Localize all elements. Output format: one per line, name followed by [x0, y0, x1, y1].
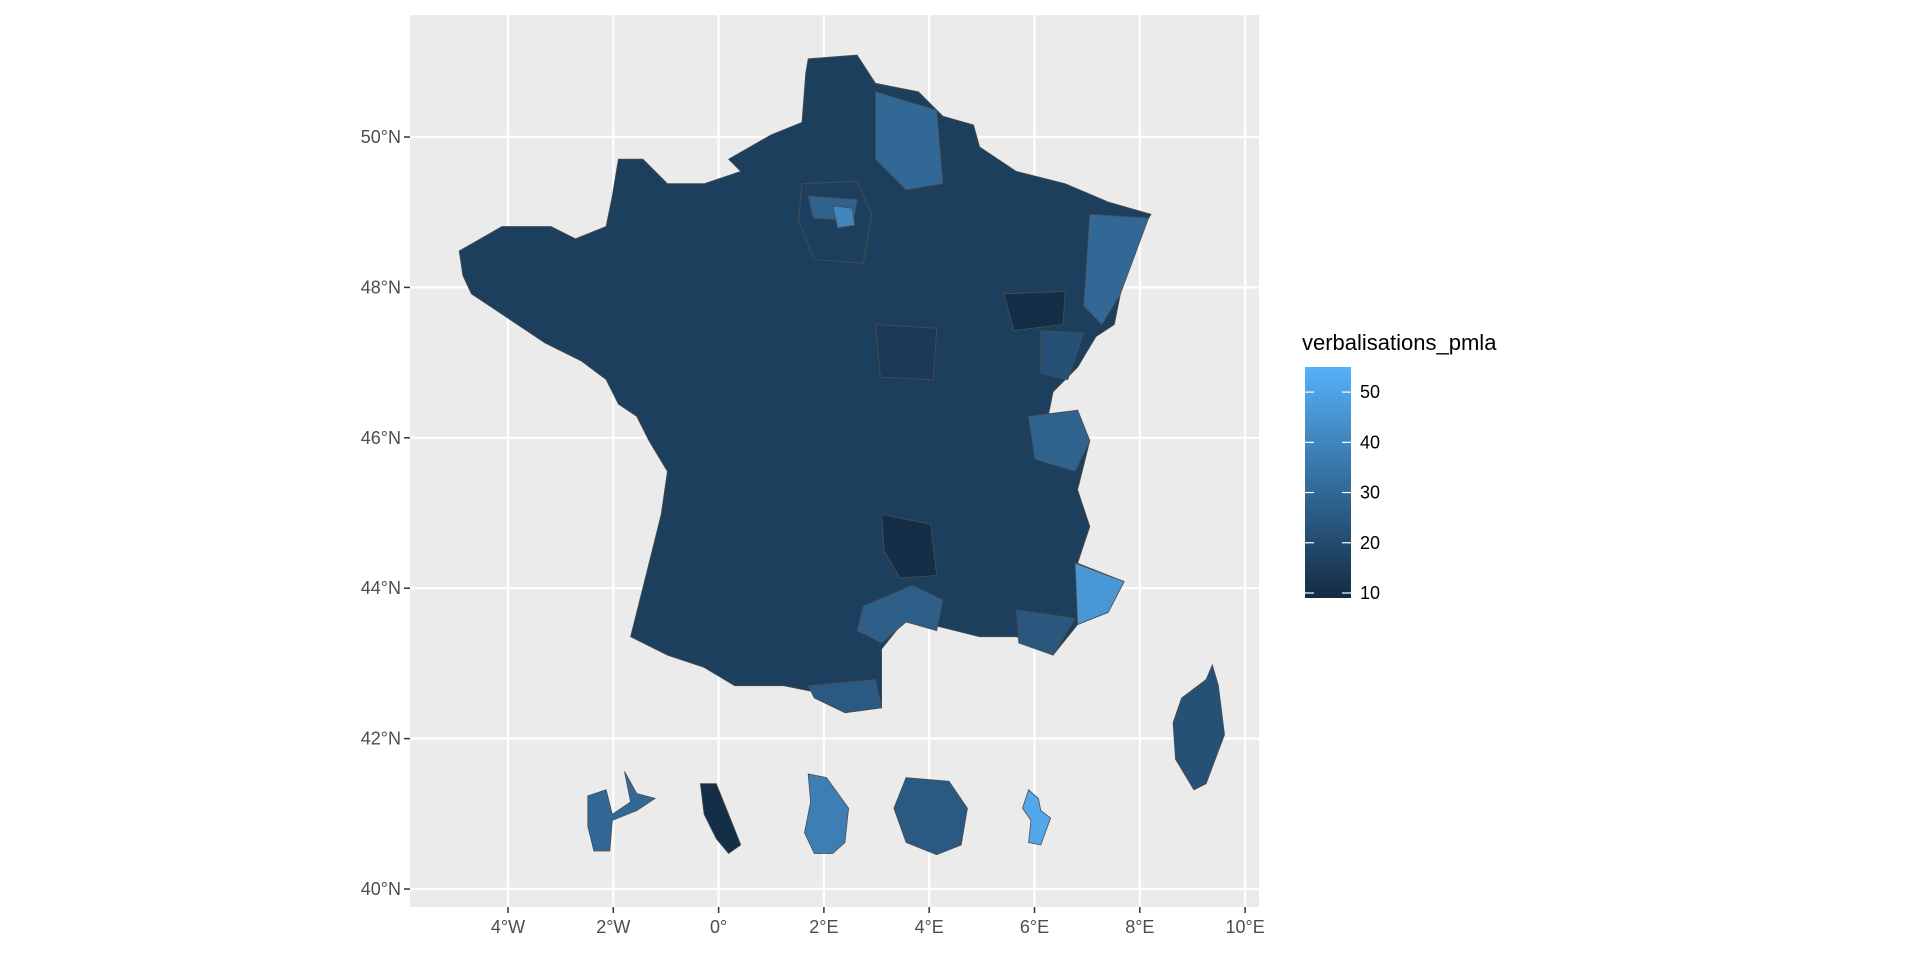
guadeloupe: [587, 771, 657, 852]
map-layer: [458, 54, 1225, 856]
y-tick-label: 44°N: [361, 578, 401, 598]
legend-title: verbalisations_pmla: [1302, 330, 1497, 355]
legend-tick-label: 10: [1360, 583, 1380, 603]
x-tick-label: 6°E: [1020, 917, 1049, 937]
legend-tick-label: 40: [1360, 432, 1380, 452]
axes: 4°W 2°W 0° 2°E 4°E 6°E 8°E 10°E 40°N 42°N 44°N 46°N…: [361, 127, 1265, 937]
legend-colorbar: [1305, 367, 1351, 598]
region: [1083, 213, 1150, 326]
mayotte: [1022, 789, 1052, 846]
y-tick-label: 40°N: [361, 879, 401, 899]
x-tick-label: 2°E: [809, 917, 838, 937]
region: [1074, 562, 1125, 626]
region: [875, 324, 938, 381]
region: [1028, 409, 1091, 472]
region: [832, 205, 856, 229]
region: [807, 679, 883, 714]
region: [1040, 330, 1085, 381]
guyane: [804, 773, 850, 854]
legend-tick-label: 50: [1360, 382, 1380, 402]
region: [875, 91, 944, 191]
y-tick-label: 46°N: [361, 428, 401, 448]
corsica: [1172, 663, 1225, 791]
y-tick-label: 48°N: [361, 277, 401, 297]
y-tick-label: 42°N: [361, 729, 401, 749]
x-tick-label: 10°E: [1225, 917, 1264, 937]
region: [1015, 609, 1076, 656]
legend-tick-label: 20: [1360, 533, 1380, 553]
x-tick-label: 8°E: [1125, 917, 1154, 937]
legend: verbalisations_pmla 10 20 30 40 50: [1302, 330, 1497, 603]
y-tick-label: 50°N: [361, 127, 401, 147]
reunion: [893, 777, 968, 856]
x-tick-label: 0°: [710, 917, 727, 937]
x-tick-label: 2°W: [596, 917, 630, 937]
legend-tick-label: 30: [1360, 483, 1380, 503]
x-tick-label: 4°W: [491, 917, 525, 937]
region: [881, 513, 938, 579]
x-tick-label: 4°E: [915, 917, 944, 937]
region: [856, 584, 944, 644]
region: [1003, 290, 1066, 332]
martinique: [699, 783, 742, 855]
